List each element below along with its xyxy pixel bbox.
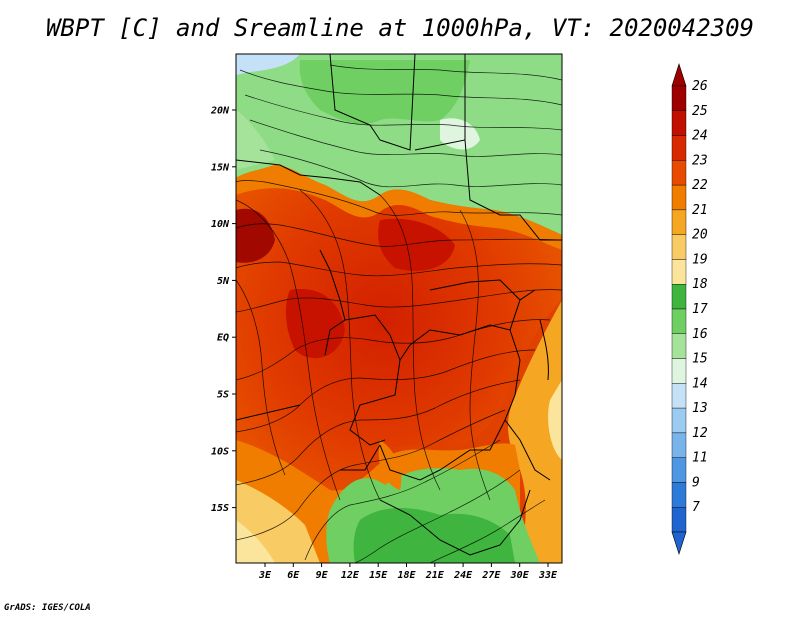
borders <box>236 54 562 556</box>
lon-label: 30E <box>510 570 530 581</box>
colorbar-swatch <box>671 308 687 334</box>
colorbar-swatch <box>671 160 687 186</box>
colorbar-label: 13 <box>692 401 708 416</box>
colorbar-swatch <box>671 85 687 111</box>
lon-label: 18E <box>397 570 416 581</box>
colorbar-swatch <box>671 333 687 359</box>
colorbar-swatch <box>671 135 687 161</box>
colorbar-swatch <box>671 209 687 235</box>
grads-credit: GrADS: IGES/COLA <box>4 603 91 613</box>
colorbar-label: 12 <box>692 426 708 441</box>
colorbar-swatch <box>671 234 687 260</box>
colorbar: 26 25 24 23 22 21 20 19 18 17 16 15 14 13 12 11 9 7 <box>671 63 708 555</box>
lon-label: 12E <box>341 570 360 581</box>
lat-label: 10S <box>211 446 229 457</box>
colorbar-swatch <box>671 284 687 310</box>
colorbar-label: 11 <box>692 451 708 466</box>
colorbar-swatch <box>671 432 687 458</box>
lat-label: 10N <box>211 219 230 230</box>
lon-label: 24E <box>453 570 473 581</box>
streamlines <box>236 64 562 563</box>
lon-label: 27E <box>481 570 501 581</box>
colorbar-label: 19 <box>692 252 708 267</box>
lon-label: 21E <box>425 570 445 581</box>
colorbar-swatch <box>671 507 687 533</box>
colorbar-label: 20 <box>692 228 708 243</box>
colorbar-label: 9 <box>692 475 700 490</box>
lat-label: 20N <box>210 106 230 117</box>
lat-label: EQ <box>217 333 229 344</box>
latitude-axis: 20N 15N 10N 5N EQ 5S 10S 15S <box>210 106 236 514</box>
colorbar-label: 26 <box>692 79 708 94</box>
colorbar-swatch <box>671 358 687 384</box>
colorbar-swatch <box>671 383 687 409</box>
colorbar-swatch <box>671 184 687 211</box>
wbpt-field <box>236 54 562 563</box>
map-frame <box>235 53 563 564</box>
colorbar-swatch <box>671 259 687 285</box>
colorbar-label: 25 <box>692 104 708 119</box>
colorbar-label: 24 <box>692 129 708 144</box>
lon-label: 15E <box>369 570 388 581</box>
lon-label: 33E <box>538 570 558 581</box>
lat-label: 5S <box>217 390 229 401</box>
lon-label: 3E <box>258 570 272 581</box>
colorbar-arrow-top <box>671 63 687 87</box>
chart-title: WBPT [C] and Sreamline at 1000hPa, VT: 2… <box>45 14 754 42</box>
colorbar-label: 18 <box>692 277 708 292</box>
colorbar-swatch <box>671 407 687 434</box>
colorbar-label: 7 <box>692 500 700 515</box>
longitude-axis: 3E 6E 9E 12E 15E 18E 21E 24E 27E 30E 33E <box>258 563 558 581</box>
colorbar-label: 21 <box>692 203 708 218</box>
colorbar-swatch <box>671 457 687 483</box>
lon-label: 6E <box>287 570 300 581</box>
lon-label: 9E <box>316 570 329 581</box>
colorbar-label: 17 <box>692 302 708 317</box>
colorbar-swatch <box>671 482 687 508</box>
lat-label: 15S <box>211 503 229 514</box>
colorbar-label: 16 <box>692 327 708 342</box>
lat-label: 5N <box>217 276 230 287</box>
colorbar-swatch <box>671 110 687 136</box>
colorbar-label: 22 <box>692 178 708 193</box>
colorbar-label: 15 <box>692 352 708 367</box>
colorbar-label: 23 <box>692 153 708 168</box>
lat-label: 15N <box>211 162 230 173</box>
colorbar-label: 14 <box>692 376 708 391</box>
colorbar-arrow-bottom <box>671 531 687 555</box>
